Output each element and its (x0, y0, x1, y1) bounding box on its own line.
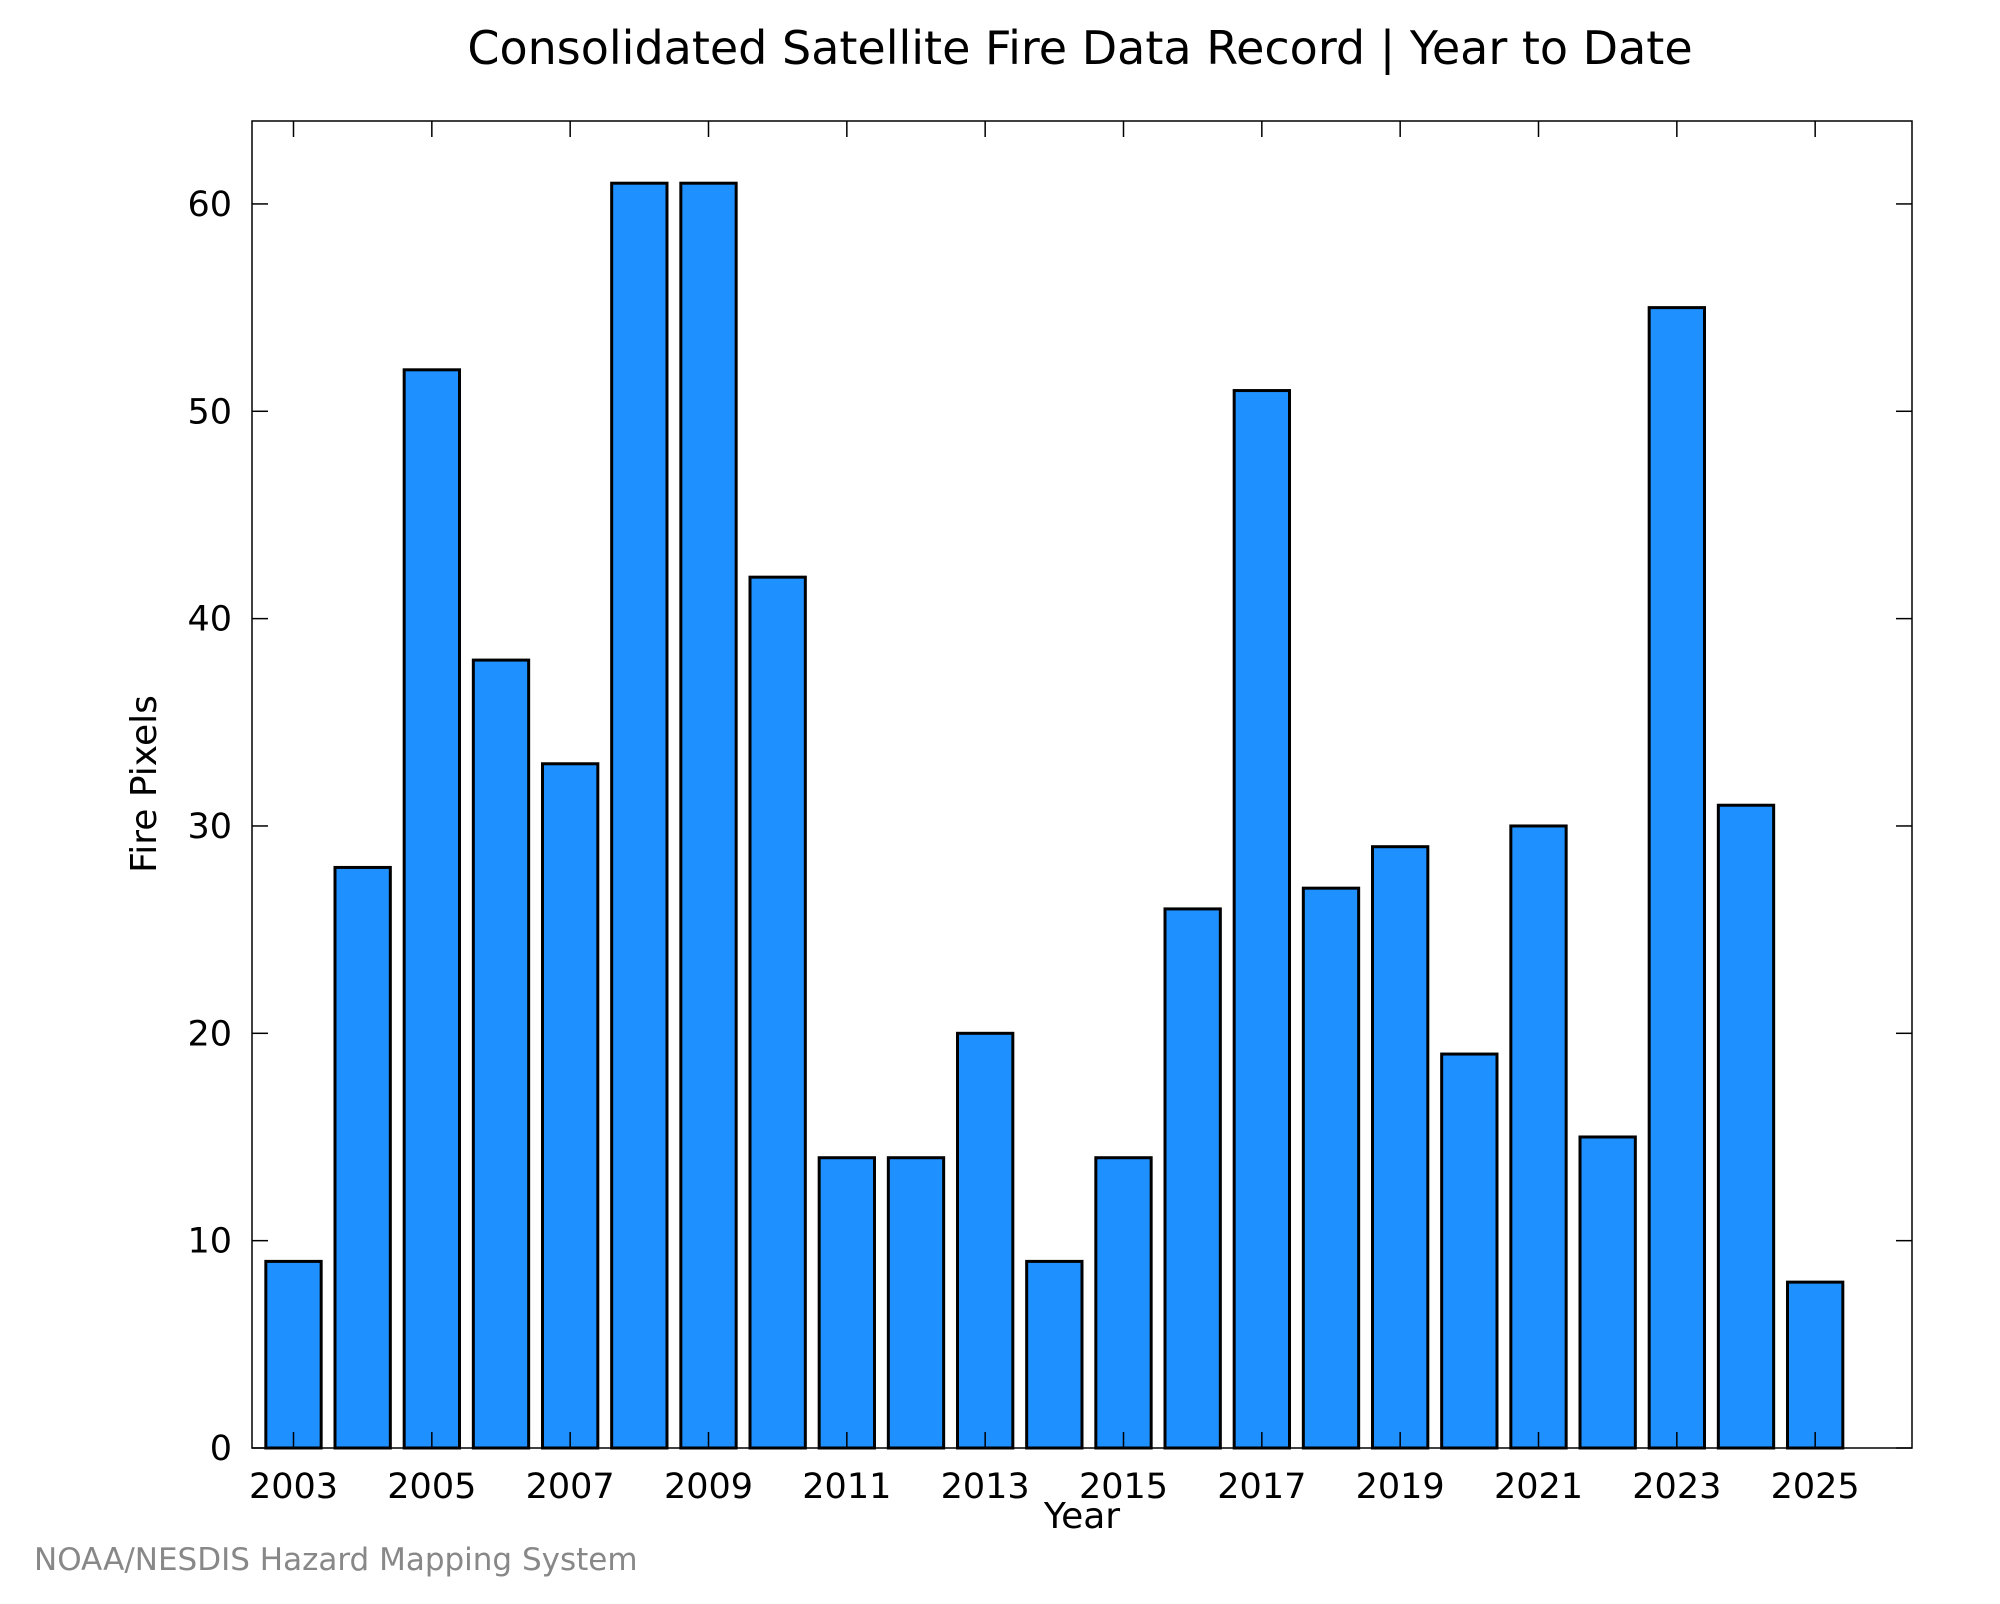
bar-2006 (471, 658, 531, 1450)
bar-2022 (1578, 1135, 1637, 1450)
bar-2017 (1232, 389, 1292, 1450)
x-tick-label: 2009 (664, 1467, 753, 1507)
bar-2013 (956, 1031, 1015, 1450)
y-tick-label: 60 (187, 185, 232, 225)
x-tick-label: 2007 (526, 1467, 615, 1507)
x-tick-label: 2015 (1079, 1467, 1168, 1507)
x-tick-label: 2025 (1771, 1467, 1860, 1507)
bar-2005 (402, 368, 462, 1450)
y-tick-label: 50 (187, 392, 232, 432)
y-tick-label: 0 (210, 1429, 232, 1469)
x-tick-label: 2011 (802, 1467, 891, 1507)
x-axis: 2003 2005 2007 2009 2011 2013 2015 2017 2019 2021… (249, 121, 1860, 1507)
bars-group (264, 181, 1845, 1450)
bar-2011 (817, 1156, 876, 1450)
bar-2024 (1716, 803, 1776, 1450)
bar-2021 (1509, 824, 1568, 1450)
y-axis-label: Fire Pixels (124, 695, 165, 873)
bar-2009 (679, 181, 738, 1450)
bar-2025 (1786, 1280, 1845, 1450)
x-tick-label: 2019 (1356, 1467, 1445, 1507)
bar-2016 (1163, 907, 1222, 1450)
chart-title: Consolidated Satellite Fire Data Record … (467, 21, 1692, 76)
x-tick-label: 2013 (941, 1467, 1030, 1507)
bar-2004 (333, 865, 392, 1450)
footer-credit: NOAA/NESDIS Hazard Mapping System (34, 1542, 638, 1578)
bar-2015 (1094, 1156, 1153, 1450)
bar-2018 (1301, 886, 1361, 1450)
x-tick-label: 2017 (1217, 1467, 1306, 1507)
x-tick-label: 2021 (1494, 1467, 1583, 1507)
y-tick-label: 40 (187, 600, 232, 640)
bar-2019 (1371, 845, 1430, 1450)
y-tick-label: 10 (187, 1222, 232, 1262)
y-tick-label: 20 (187, 1014, 232, 1054)
x-axis-label: Year (1043, 1496, 1120, 1537)
bar-2003 (264, 1259, 323, 1450)
bar-2007 (541, 762, 600, 1450)
y-tick-label: 30 (187, 807, 232, 847)
x-tick-label: 2005 (387, 1467, 476, 1507)
bar-2023 (1647, 306, 1707, 1450)
x-tick-label: 2003 (249, 1467, 338, 1507)
bar-2020 (1440, 1052, 1499, 1450)
bar-2010 (748, 575, 807, 1450)
bar-2012 (886, 1156, 946, 1450)
y-axis: 0 10 20 30 40 50 60 (187, 185, 1912, 1469)
x-tick-label: 2023 (1632, 1467, 1721, 1507)
bar-2008 (610, 181, 669, 1450)
bar-2014 (1025, 1259, 1084, 1450)
